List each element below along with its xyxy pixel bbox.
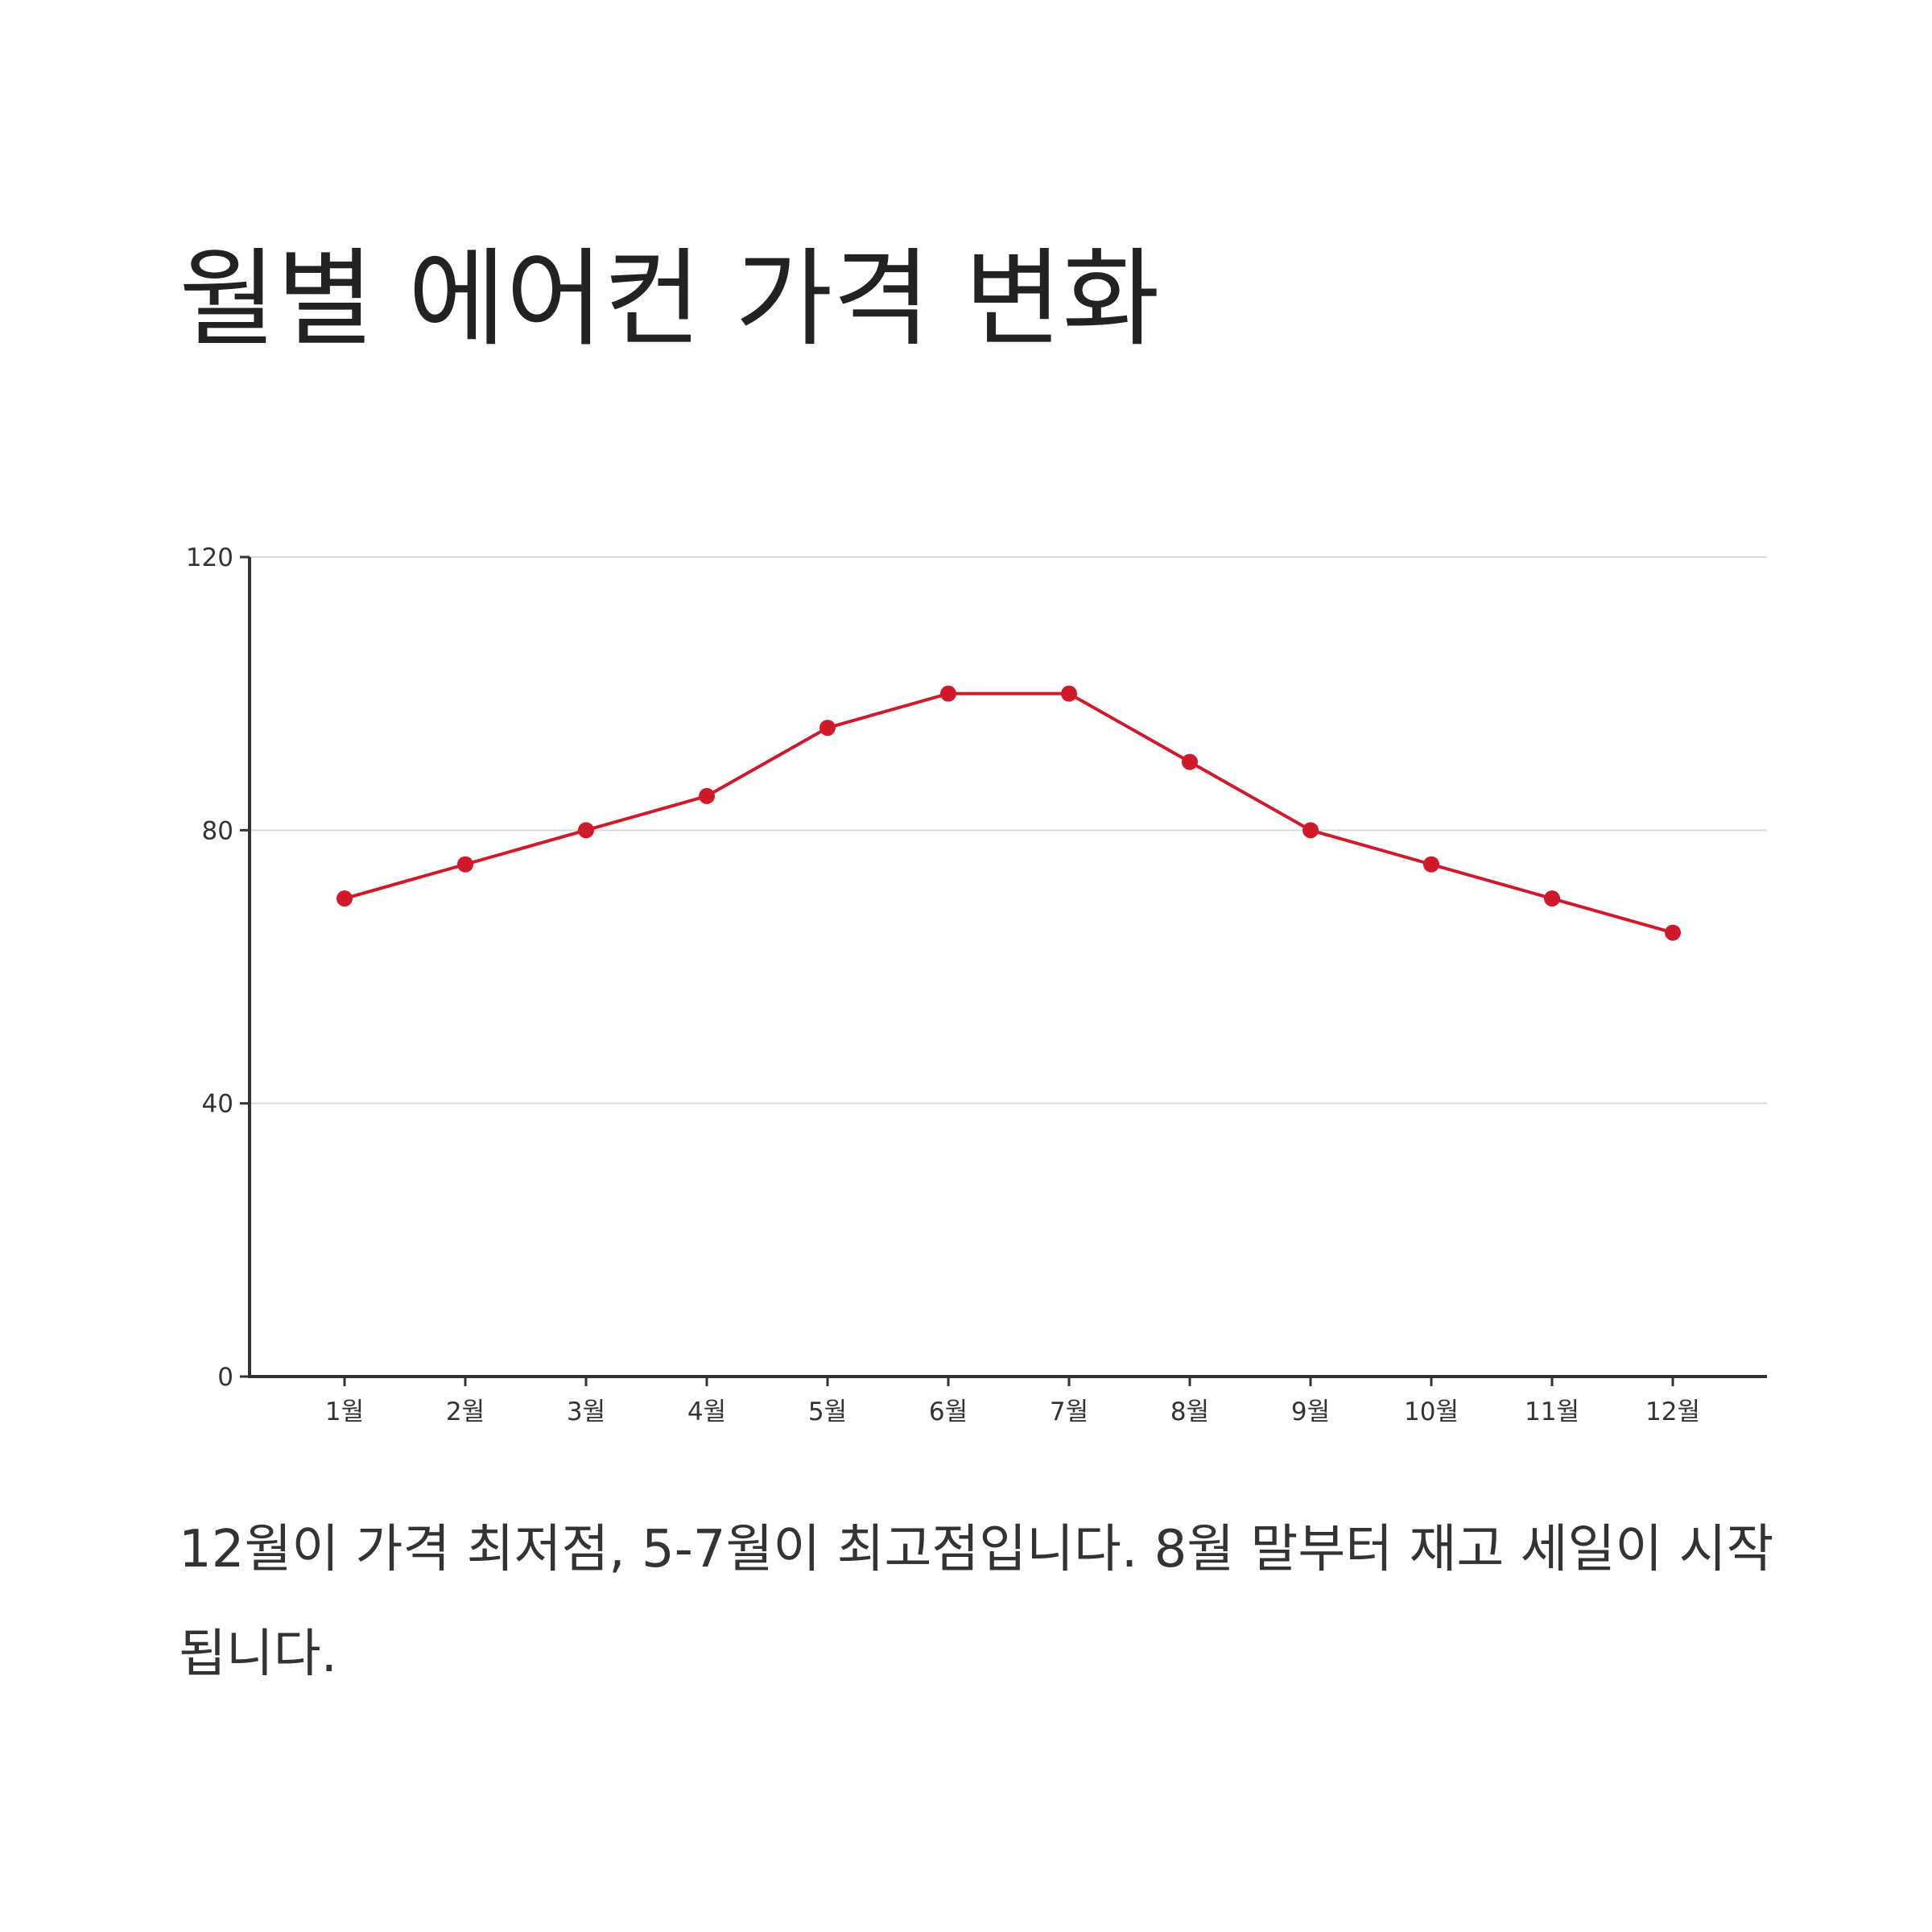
data-point <box>578 822 594 839</box>
grid-lines <box>250 556 1767 1104</box>
x-tick-label: 5월 <box>808 1397 847 1426</box>
chart-caption: 12월이 가격 최저점, 5-7월이 최고점입니다. 8월 말부터 재고 세일이… <box>179 1520 1774 1684</box>
y-tick-label: 40 <box>202 1090 233 1119</box>
data-point <box>1182 753 1198 770</box>
data-point <box>940 685 956 702</box>
x-tick-label: 9월 <box>1291 1397 1330 1426</box>
data-point <box>457 856 473 873</box>
series-line <box>344 691 1674 935</box>
x-tick-label: 8월 <box>1170 1397 1209 1426</box>
chart-title: 월별 에어컨 가격 변화 <box>179 237 1160 361</box>
data-point <box>1665 924 1681 941</box>
x-tick-label: 2월 <box>446 1397 485 1426</box>
data-point <box>819 720 836 737</box>
data-point <box>699 787 715 804</box>
data-point <box>336 890 353 907</box>
x-tick-label: 12월 <box>1645 1397 1700 1426</box>
x-tick-label: 6월 <box>929 1397 968 1426</box>
y-tick-label: 80 <box>202 816 233 845</box>
x-tick-label: 3월 <box>567 1397 605 1426</box>
x-tick-label: 7월 <box>1050 1397 1088 1426</box>
axes <box>240 555 1767 1386</box>
x-tick-label: 10월 <box>1404 1397 1459 1426</box>
data-point <box>1061 685 1077 702</box>
data-point <box>1544 890 1560 907</box>
x-tick-label: 11월 <box>1525 1397 1579 1426</box>
data-series <box>336 685 1681 941</box>
y-tick-label: 0 <box>217 1363 233 1392</box>
data-point <box>1423 856 1439 873</box>
data-point <box>1302 822 1319 839</box>
y-tick-label: 120 <box>186 543 233 572</box>
tick-labels: 0 40 80 120 1월 2월 3월 4월 5월 6월 7월 8월 9월 10월 11월 12월 <box>186 543 1700 1426</box>
x-tick-label: 1월 <box>325 1397 364 1426</box>
x-tick-label: 4월 <box>687 1397 726 1426</box>
